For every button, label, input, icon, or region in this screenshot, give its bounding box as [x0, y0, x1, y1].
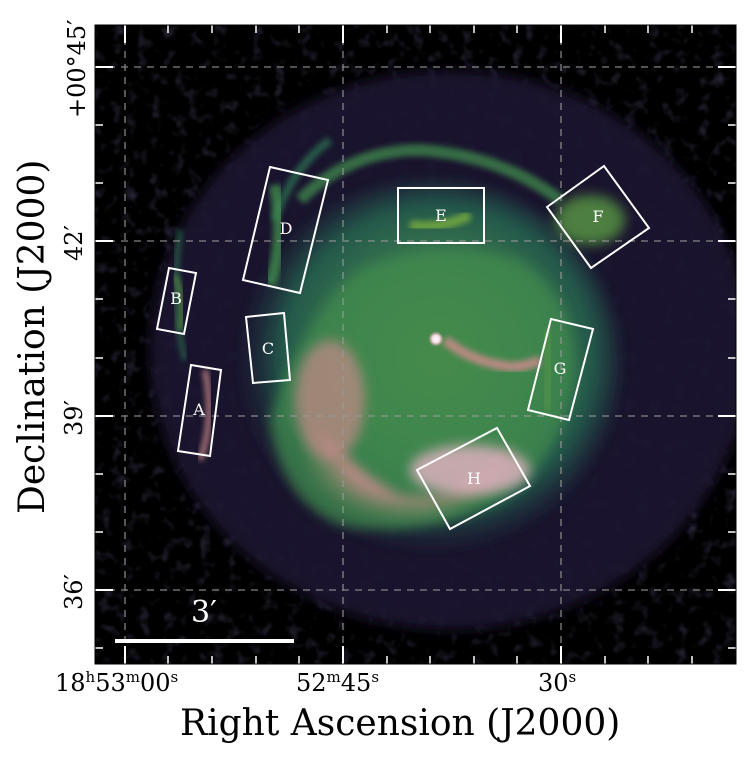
region-e-box	[397, 187, 485, 244]
y-tick-label-42: 42′	[60, 225, 88, 261]
region-a-box	[176, 363, 223, 458]
region-label-b: B	[170, 289, 182, 308]
region-d-box	[241, 165, 330, 295]
region-label-e: E	[435, 206, 447, 225]
scale-bar-label: 3′	[191, 595, 217, 630]
region-label-g: G	[554, 359, 567, 378]
minor-tick-marks	[95, 25, 736, 664]
x-tick-text-0: 18h53m00s	[55, 668, 179, 697]
region-label-f: F	[592, 207, 603, 226]
region-label-h: H	[467, 469, 481, 488]
plot-frame	[94, 24, 737, 665]
x-tick-label-52m45s: 52m45s	[296, 668, 379, 697]
region-label-c: C	[262, 339, 274, 358]
region-boxes	[155, 164, 651, 531]
x-tick-text-1: 52m45s	[296, 668, 380, 697]
region-label-a: A	[192, 400, 205, 419]
region-label-d: D	[280, 219, 293, 238]
region-b-box	[155, 266, 198, 336]
x-tick-label-30s: 30s	[538, 668, 576, 697]
region-f-box	[545, 164, 651, 270]
y-tick-label-36: 36′	[60, 574, 88, 610]
region-g-box	[526, 317, 595, 422]
y-tick-label-39: 39′	[60, 400, 88, 436]
point-source	[428, 331, 444, 347]
tick-marks	[95, 25, 736, 664]
region-h-box	[415, 426, 532, 531]
region-c-box	[244, 311, 292, 385]
remnant-emission	[150, 70, 736, 630]
x-axis-title: Right Ascension (J2000)	[180, 703, 621, 744]
y-tick-label-45: +00°45′	[63, 19, 91, 118]
y-axis-title: Declination (J2000)	[12, 159, 53, 514]
x-tick-label-53m00s: 18h53m00s	[55, 668, 178, 697]
x-tick-text-2: 30s	[538, 668, 577, 697]
